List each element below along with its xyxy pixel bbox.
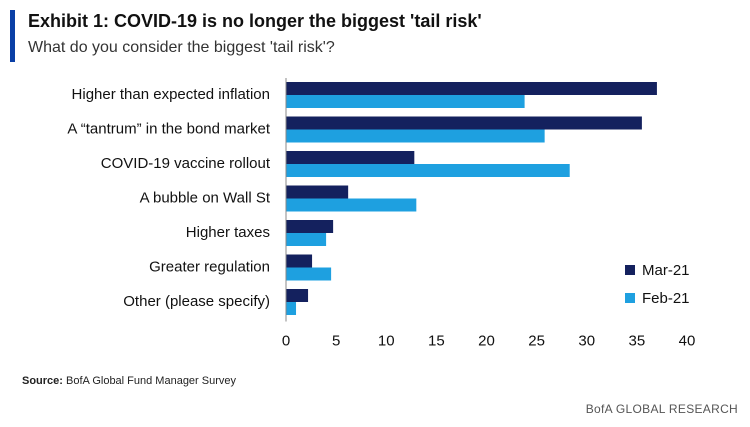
category-label: A bubble on Wall St <box>140 190 271 207</box>
category-label: Higher than expected inflation <box>72 86 270 103</box>
chart-subtitle: What do you consider the biggest 'tail r… <box>28 39 335 56</box>
category-label: Greater regulation <box>149 259 270 276</box>
bar-mar-21 <box>286 116 642 130</box>
x-tick-label: 25 <box>528 333 545 350</box>
category-label: Other (please specify) <box>123 293 270 310</box>
accent-bar <box>10 10 15 62</box>
chart-title: Exhibit 1: COVID-19 is no longer the big… <box>28 11 482 31</box>
x-tick-label: 15 <box>428 333 445 350</box>
x-tick-label: 20 <box>478 333 495 350</box>
bar-mar-21 <box>286 185 349 199</box>
legend-swatch-mar-21 <box>625 265 635 275</box>
bar-feb-21 <box>286 302 297 315</box>
legend-label-feb-21: Feb-21 <box>642 290 690 307</box>
bar-feb-21 <box>286 95 525 108</box>
bar-feb-21 <box>286 198 417 212</box>
bar-mar-21 <box>286 254 313 268</box>
legend-swatch-feb-21 <box>625 293 635 303</box>
bar-mar-21 <box>286 151 415 164</box>
legend-label-mar-21: Mar-21 <box>642 262 690 279</box>
x-tick-label: 35 <box>629 333 646 350</box>
x-tick-label: 5 <box>332 333 340 350</box>
category-label: COVID-19 vaccine rollout <box>101 155 271 172</box>
source-text: BofA Global Fund Manager Survey <box>62 375 237 387</box>
footer-brand: BofA GLOBAL RESEARCH <box>585 402 738 416</box>
x-tick-label: 10 <box>378 333 395 350</box>
source-note: Source: BofA Global Fund Manager Survey <box>22 375 236 387</box>
bar-mar-21 <box>286 82 657 95</box>
x-tick-label: 40 <box>679 333 696 350</box>
bar-feb-21 <box>286 129 545 143</box>
category-label: Higher taxes <box>186 224 270 241</box>
bar-feb-21 <box>286 233 327 246</box>
source-label: Source: <box>22 375 63 387</box>
bar-feb-21 <box>286 164 570 177</box>
bar-chart: Higher than expected inflation A “tantrum… <box>67 78 696 350</box>
x-tick-label: 0 <box>282 333 290 350</box>
bar-mar-21 <box>286 220 334 233</box>
bar-feb-21 <box>286 267 332 281</box>
category-label: A “tantrum” in the bond market <box>67 121 270 138</box>
bar-mar-21 <box>286 289 309 302</box>
x-tick-label: 30 <box>578 333 595 350</box>
